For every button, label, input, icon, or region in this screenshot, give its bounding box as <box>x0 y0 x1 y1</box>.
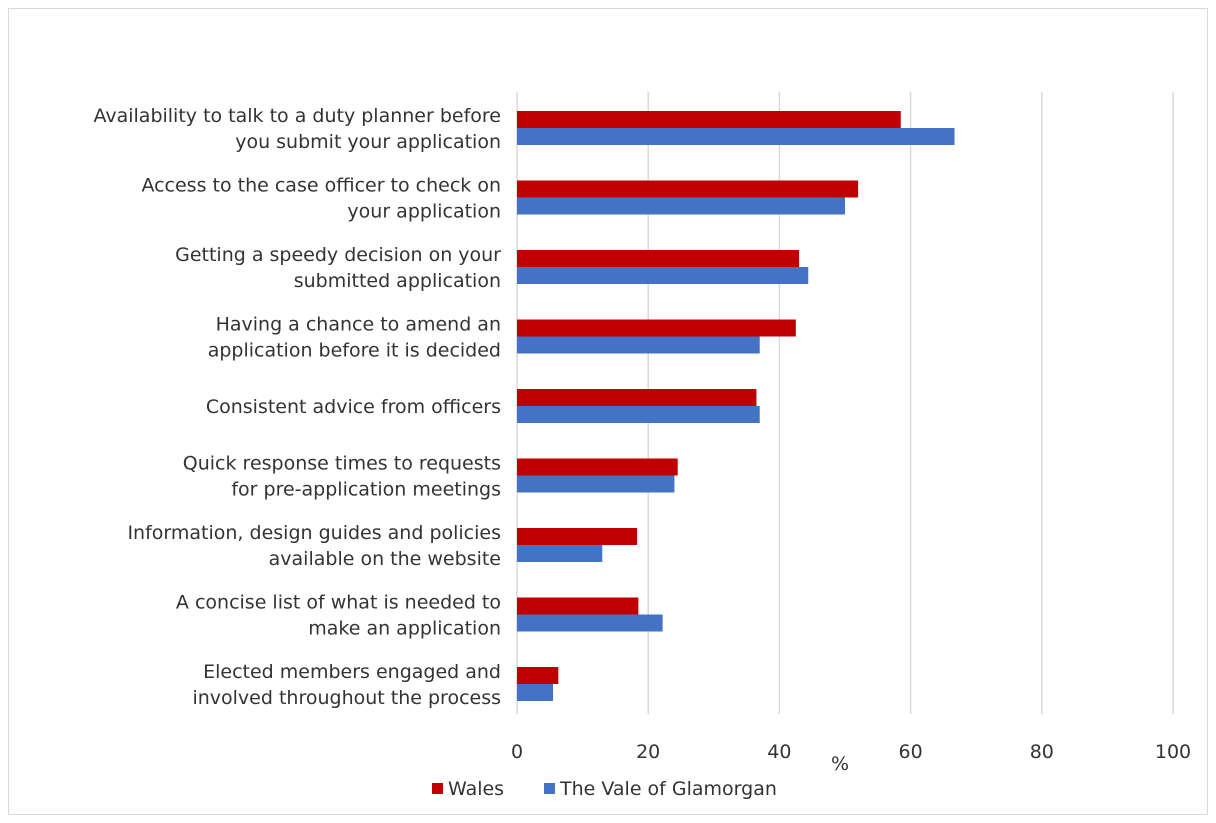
bar-the-vale-of-glamorgan <box>517 614 663 632</box>
category-label: Access to the case officer to check on yo… <box>141 175 501 223</box>
bar-the-vale-of-glamorgan <box>517 545 603 562</box>
legend-swatch <box>432 783 443 794</box>
legend: Wales The Vale of Glamorgan <box>432 778 777 800</box>
category-label-line: available on the website <box>269 548 501 570</box>
category-labels: Availability to talk to a duty planner b… <box>93 105 501 709</box>
bar-the-vale-of-glamorgan <box>517 406 760 423</box>
x-tick-label: 20 <box>636 741 660 763</box>
category-label-line: A concise list of what is needed to <box>176 592 501 614</box>
category-label: Consistent advice from officers <box>206 396 501 418</box>
bar-wales <box>517 458 678 476</box>
bars <box>517 111 955 701</box>
bar-the-vale-of-glamorgan <box>517 197 845 215</box>
category-label: Information, design guides and policies a… <box>127 522 501 570</box>
category-label-line: application before it is decided <box>208 340 501 362</box>
category-label: Elected members engaged and involved thro… <box>192 661 501 709</box>
x-tick-labels: 0 20 40 60 80 100 <box>511 741 1191 763</box>
category-label-line: for pre-application meetings <box>231 479 501 501</box>
category-label: Getting a speedy decision on your submitt… <box>175 244 501 292</box>
x-tick-label: 60 <box>899 741 923 763</box>
legend-swatch <box>544 783 555 794</box>
bar-wales <box>517 319 796 337</box>
category-label-line: Quick response times to requests <box>183 453 501 475</box>
x-tick-label: 100 <box>1155 741 1191 763</box>
bar-the-vale-of-glamorgan <box>517 475 675 493</box>
bar-the-vale-of-glamorgan <box>517 684 554 701</box>
category-label-line: Getting a speedy decision on your <box>175 244 501 266</box>
category-label-line: make an application <box>308 618 501 640</box>
legend-label: Wales <box>448 778 504 800</box>
bar-wales <box>517 389 757 406</box>
category-label-line: Access to the case officer to check on <box>141 175 501 197</box>
bar-wales <box>517 528 638 545</box>
category-label-line: Availability to talk to a duty planner b… <box>93 105 501 127</box>
bar-wales <box>517 597 639 615</box>
bar-the-vale-of-glamorgan <box>517 128 955 145</box>
category-label-line: Consistent advice from officers <box>206 396 501 418</box>
bar-wales <box>517 667 559 684</box>
category-label: Quick response times to requests for pre-… <box>183 453 501 501</box>
x-axis-title: % <box>831 753 849 775</box>
bar-the-vale-of-glamorgan <box>517 336 760 354</box>
category-label: Availability to talk to a duty planner b… <box>93 105 501 153</box>
bar-wales <box>517 180 859 198</box>
x-tick-label: 80 <box>1030 741 1054 763</box>
category-label-line: submitted application <box>294 270 501 292</box>
category-label-line: you submit your application <box>235 131 501 153</box>
category-label: Having a chance to amend an application b… <box>208 314 501 362</box>
bar-the-vale-of-glamorgan <box>517 267 809 284</box>
category-label: A concise list of what is needed to make … <box>176 592 501 640</box>
x-tick-label: 0 <box>511 741 523 763</box>
category-label-line: your application <box>347 201 501 223</box>
category-label-line: Elected members engaged and <box>203 661 501 683</box>
bar-wales <box>517 250 800 267</box>
x-tick-label: 40 <box>767 741 791 763</box>
bar-wales <box>517 111 901 128</box>
category-label-line: involved throughout the process <box>192 687 501 709</box>
legend-label: The Vale of Glamorgan <box>559 778 777 800</box>
category-label-line: Information, design guides and policies <box>127 522 501 544</box>
category-label-line: Having a chance to amend an <box>216 314 501 336</box>
